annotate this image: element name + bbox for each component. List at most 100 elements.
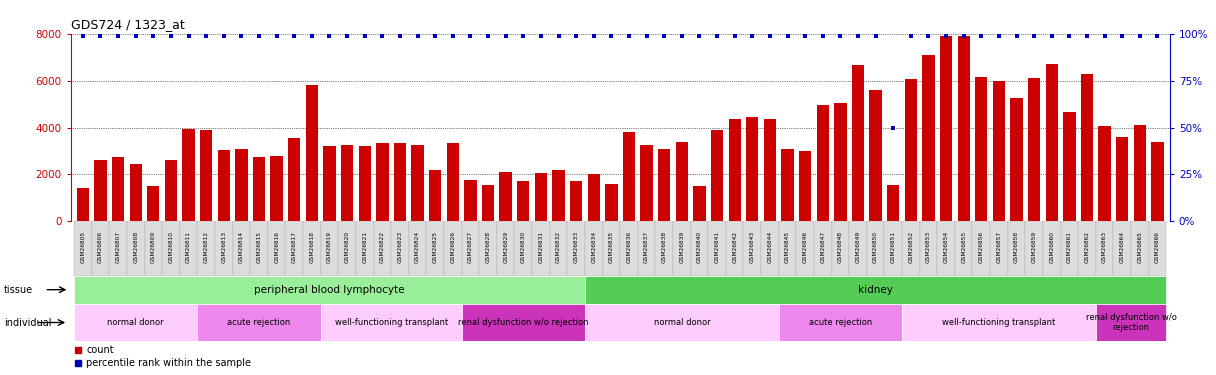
Text: GSM26835: GSM26835 <box>609 231 614 263</box>
Bar <box>834 103 846 221</box>
Bar <box>1133 125 1145 221</box>
Bar <box>130 164 142 221</box>
Bar <box>761 221 778 276</box>
Bar <box>955 221 973 276</box>
Text: GSM26849: GSM26849 <box>856 231 861 263</box>
Text: normal donor: normal donor <box>107 318 164 327</box>
Bar <box>462 304 585 341</box>
Bar <box>796 221 814 276</box>
Point <box>919 33 939 39</box>
Bar <box>409 221 427 276</box>
Bar <box>587 174 599 221</box>
Text: GSM26838: GSM26838 <box>662 231 666 263</box>
Text: GSM26843: GSM26843 <box>750 231 755 263</box>
Point <box>285 33 304 39</box>
Bar <box>655 221 672 276</box>
Bar <box>1079 221 1096 276</box>
Bar <box>235 148 248 221</box>
Bar <box>288 138 300 221</box>
Text: GSM26820: GSM26820 <box>344 231 350 263</box>
Bar <box>500 172 512 221</box>
Bar <box>1152 142 1164 221</box>
Bar <box>938 221 955 276</box>
Point <box>866 33 885 39</box>
Point <box>214 33 233 39</box>
Bar <box>778 304 902 341</box>
Bar <box>606 184 618 221</box>
Text: GSM26832: GSM26832 <box>556 231 561 263</box>
Bar <box>676 142 688 221</box>
Point <box>637 33 657 39</box>
Text: GSM26830: GSM26830 <box>520 231 525 263</box>
Bar <box>852 65 865 221</box>
Bar <box>215 221 232 276</box>
Text: GSM26821: GSM26821 <box>362 231 367 263</box>
Bar <box>145 221 162 276</box>
Text: GSM26813: GSM26813 <box>221 231 226 263</box>
Bar <box>356 221 373 276</box>
Bar <box>1096 221 1114 276</box>
Text: GSM26858: GSM26858 <box>1014 231 1019 263</box>
Text: GSM26817: GSM26817 <box>292 231 297 263</box>
Point <box>725 33 744 39</box>
Bar <box>973 221 990 276</box>
Point <box>567 33 586 39</box>
Point <box>1042 33 1062 39</box>
Point <box>249 33 269 39</box>
Bar <box>162 221 180 276</box>
Point <box>831 33 850 39</box>
Bar <box>905 80 917 221</box>
Bar <box>533 221 550 276</box>
Text: GSM26807: GSM26807 <box>116 231 120 263</box>
Bar <box>726 221 743 276</box>
Bar <box>919 221 938 276</box>
Text: GSM26842: GSM26842 <box>732 231 737 263</box>
Bar <box>603 221 620 276</box>
Bar <box>112 157 124 221</box>
Bar <box>373 221 392 276</box>
Bar <box>886 185 900 221</box>
Point <box>143 33 163 39</box>
Bar <box>1098 126 1110 221</box>
Text: GSM26805: GSM26805 <box>80 231 85 263</box>
Bar <box>764 119 776 221</box>
Bar <box>74 221 91 276</box>
Text: GSM26834: GSM26834 <box>591 231 596 263</box>
Point <box>355 33 375 39</box>
Bar <box>693 186 705 221</box>
Bar <box>990 221 1008 276</box>
Point <box>972 33 991 39</box>
Bar <box>902 221 919 276</box>
Text: GSM26833: GSM26833 <box>574 231 579 263</box>
Point <box>320 33 339 39</box>
Bar <box>637 221 655 276</box>
Bar <box>1025 221 1043 276</box>
Text: GSM26859: GSM26859 <box>1031 231 1037 263</box>
Bar <box>641 145 653 221</box>
Bar <box>620 221 637 276</box>
Bar <box>799 151 811 221</box>
Bar <box>182 129 195 221</box>
Legend: count, percentile rank within the sample: count, percentile rank within the sample <box>71 341 255 372</box>
Text: GSM26812: GSM26812 <box>203 231 209 263</box>
Text: GSM26815: GSM26815 <box>257 231 261 263</box>
Text: GSM26822: GSM26822 <box>379 231 384 263</box>
Point <box>1077 33 1097 39</box>
Bar <box>1114 221 1131 276</box>
Text: well-functioning transplant: well-functioning transplant <box>942 318 1055 327</box>
Point <box>1024 33 1043 39</box>
Point <box>743 33 762 39</box>
Text: GSM26850: GSM26850 <box>873 231 878 263</box>
Bar <box>305 86 319 221</box>
Point <box>548 33 568 39</box>
Point <box>1094 33 1114 39</box>
Point <box>795 33 815 39</box>
Text: GSM26844: GSM26844 <box>767 231 772 263</box>
Bar <box>1096 304 1166 341</box>
Bar <box>743 221 761 276</box>
Bar <box>126 221 145 276</box>
Point <box>1113 33 1132 39</box>
Bar <box>832 221 849 276</box>
Bar <box>359 146 371 221</box>
Text: GSM26824: GSM26824 <box>415 231 420 263</box>
